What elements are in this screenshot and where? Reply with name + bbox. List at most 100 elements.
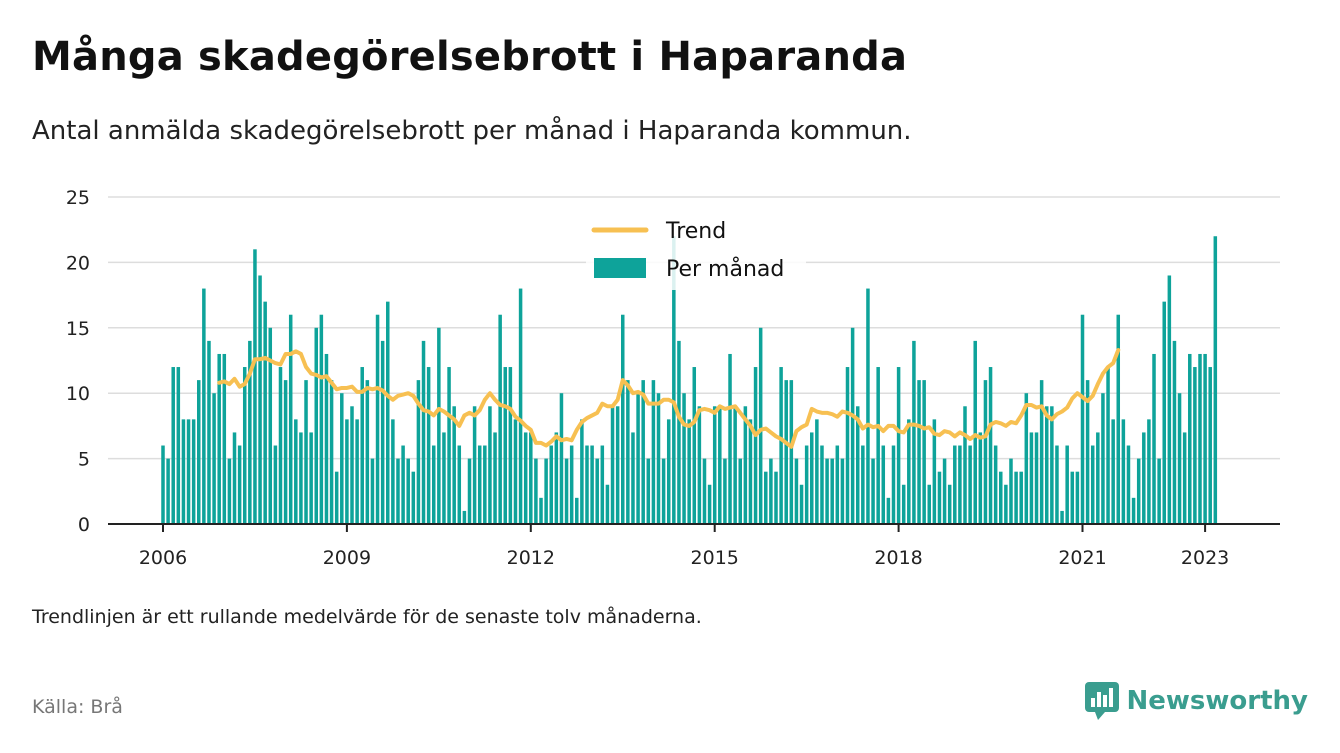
x-tick-label-2006: 2006 <box>139 547 187 569</box>
y-tick-label-20: 20 <box>66 252 90 274</box>
y-tick-label-25: 25 <box>66 187 90 209</box>
bar <box>707 484 712 524</box>
bar <box>912 340 916 524</box>
trend-series <box>217 348 1121 449</box>
bar <box>575 497 579 524</box>
bar <box>498 314 502 524</box>
bar <box>733 406 737 524</box>
bar <box>222 353 227 524</box>
bar <box>431 445 436 524</box>
bar <box>217 353 221 524</box>
bar <box>462 510 467 524</box>
y-tick-label-10: 10 <box>66 383 90 405</box>
bar <box>258 275 262 524</box>
x-tick-label-2012: 2012 <box>507 547 555 569</box>
bar <box>600 445 605 524</box>
bar <box>651 380 656 524</box>
bar <box>866 288 870 524</box>
bar <box>743 406 748 524</box>
bar <box>1050 406 1054 524</box>
bar <box>401 445 405 524</box>
bar <box>227 458 232 524</box>
legend-bar-swatch <box>594 258 646 278</box>
brand-logo: Newsworthy <box>1084 682 1308 720</box>
bar <box>370 458 375 524</box>
bar <box>1147 419 1151 524</box>
bar <box>1121 419 1126 524</box>
bar <box>1116 314 1121 524</box>
x-tick-label-2018: 2018 <box>874 547 922 569</box>
legend-trend-label: Trend <box>665 219 726 244</box>
brand-name: Newsworthy <box>1126 686 1308 716</box>
bar <box>457 445 462 524</box>
bar <box>993 445 998 524</box>
bar <box>503 367 508 524</box>
bar <box>396 458 400 524</box>
bar <box>702 458 707 524</box>
bar <box>508 367 513 524</box>
bar <box>958 445 962 524</box>
bar <box>1065 445 1069 524</box>
bar <box>334 471 339 524</box>
bar <box>472 406 477 524</box>
bar <box>871 458 875 524</box>
bar <box>942 458 947 524</box>
bar <box>988 367 993 524</box>
bar <box>483 445 487 524</box>
bar <box>442 432 446 524</box>
bar <box>615 406 620 524</box>
bar <box>518 288 523 524</box>
bar <box>901 484 906 524</box>
y-tick-label-5: 5 <box>78 449 90 471</box>
bar <box>1055 445 1059 524</box>
bar <box>1131 497 1136 524</box>
bar <box>728 353 732 524</box>
bar <box>718 406 722 524</box>
newsworthy-chart-bubble-icon <box>1084 682 1119 720</box>
bar <box>983 380 988 524</box>
bar <box>380 340 385 524</box>
bar <box>891 445 896 524</box>
bar <box>232 432 237 524</box>
bar <box>207 340 211 524</box>
bar <box>1198 353 1202 524</box>
bar <box>365 380 370 524</box>
chart-title: Många skadegörelsebrott i Haparanda <box>32 34 908 80</box>
bar <box>309 432 313 524</box>
bar <box>268 327 273 524</box>
bar <box>784 380 788 524</box>
bar <box>299 432 303 524</box>
bar <box>304 380 308 524</box>
bar <box>539 497 543 524</box>
bar <box>340 393 344 524</box>
bar <box>917 380 921 524</box>
bar <box>411 471 416 524</box>
bar <box>641 380 645 524</box>
bar <box>810 432 814 524</box>
bar <box>1208 367 1212 524</box>
bar <box>1182 432 1187 524</box>
bar <box>610 406 615 524</box>
bar <box>324 353 329 524</box>
bar <box>738 458 742 524</box>
bar <box>927 484 932 524</box>
bar <box>896 367 901 524</box>
bar <box>391 419 395 524</box>
bar <box>1203 353 1207 524</box>
bar <box>186 419 191 524</box>
bar <box>677 340 681 524</box>
bar <box>488 406 492 524</box>
bar <box>799 484 804 524</box>
bar <box>1009 458 1013 524</box>
bar <box>1090 445 1095 524</box>
bar <box>273 445 278 524</box>
bar <box>1085 380 1090 524</box>
bar <box>1177 393 1182 524</box>
bar <box>253 249 257 524</box>
bar <box>840 458 845 524</box>
bar <box>559 393 564 524</box>
source-label: Källa: Brå <box>32 696 123 718</box>
bar <box>585 445 589 524</box>
bar <box>1157 458 1161 524</box>
bar <box>406 458 410 524</box>
